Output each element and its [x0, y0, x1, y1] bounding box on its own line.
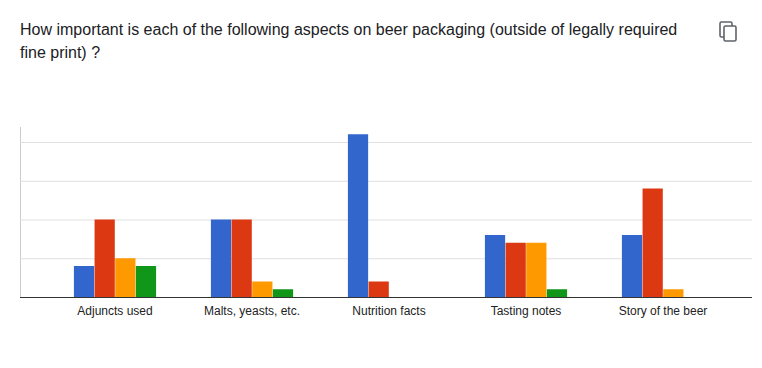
bar	[663, 289, 683, 297]
bar	[369, 282, 389, 298]
y-tick	[20, 142, 752, 143]
bar	[95, 220, 115, 298]
x-tick: Tasting notes	[491, 297, 562, 318]
title-line: How important is each of the following a…	[20, 21, 677, 38]
bar	[547, 289, 567, 297]
x-tick-label: Story of the beer	[619, 304, 708, 318]
bar	[643, 189, 663, 298]
x-axis: Adjuncts used Malts, yeasts, etc. Nutritio…	[47, 297, 732, 318]
grid-line	[20, 297, 752, 298]
x-tick-label: Adjuncts used	[77, 304, 152, 318]
bar	[211, 220, 231, 298]
x-tick-label: Nutrition facts	[352, 304, 425, 318]
title-line: fine print) ?	[20, 44, 100, 61]
copy-icon-front[interactable]	[724, 26, 736, 41]
grid-line	[20, 220, 752, 221]
bar	[526, 243, 546, 297]
bar	[506, 243, 526, 297]
bar	[273, 289, 293, 297]
y-tick	[20, 181, 752, 182]
chart: How important is each of the following a…	[0, 0, 762, 368]
bar	[348, 134, 368, 297]
x-tick: Malts, yeasts, etc.	[204, 297, 300, 318]
bar	[410, 297, 430, 298]
y-tick	[20, 297, 752, 298]
bar	[136, 266, 156, 297]
grid-line	[20, 142, 752, 143]
bar	[74, 266, 94, 297]
bar	[389, 297, 409, 298]
y-axis-line	[20, 127, 21, 298]
bar	[232, 220, 252, 298]
y-axis	[20, 127, 752, 298]
y-tick	[20, 220, 752, 221]
x-tick: Adjuncts used	[77, 297, 152, 318]
bar	[252, 282, 272, 298]
x-tick: Story of the beer	[619, 297, 708, 318]
bar	[684, 297, 704, 298]
bar	[622, 235, 642, 297]
grid-line	[20, 181, 752, 182]
x-tick-label: Tasting notes	[491, 304, 562, 318]
x-axis-line	[47, 297, 732, 298]
copy-icon[interactable]	[720, 22, 736, 41]
x-tick: Nutrition facts	[352, 297, 425, 318]
bars	[74, 134, 684, 297]
x-tick-label: Malts, yeasts, etc.	[204, 304, 300, 318]
bar	[115, 258, 135, 297]
title: How important is each of the following a…	[20, 21, 677, 61]
bar	[485, 235, 505, 297]
